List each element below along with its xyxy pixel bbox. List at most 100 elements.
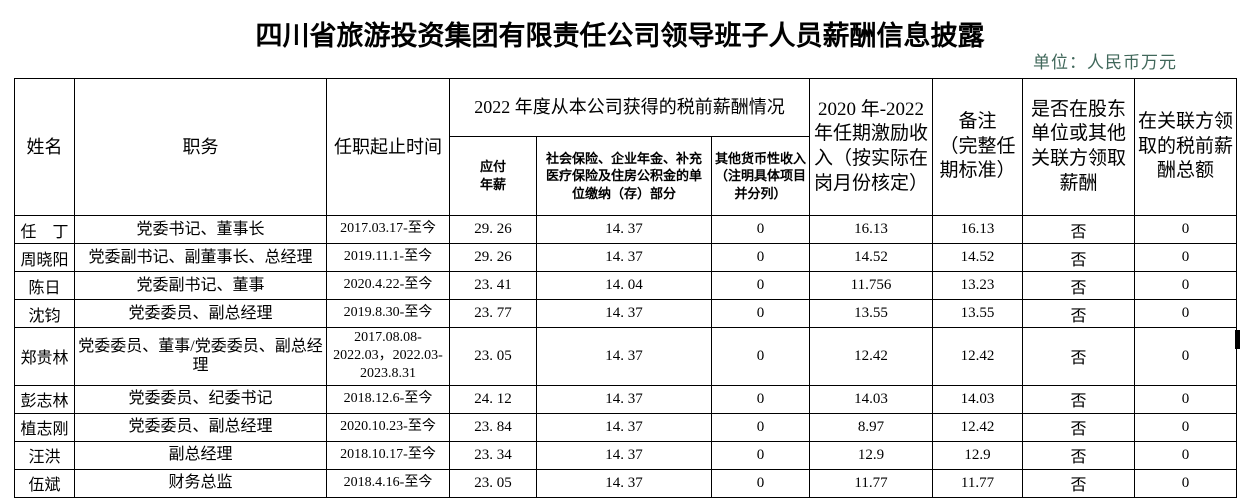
cell-incentive: 14.03 [809,384,934,414]
cell-position: 党委副书记、董事 [74,271,327,300]
cell-related_total: 0 [1134,299,1238,328]
cell-payable: 23. 84 [449,412,537,442]
cell-related_total: 0 [1134,243,1238,272]
table-row: 周晓阳 党委副书记、副董事长、总经理 2019.11.1-至今 29. 26 14. 3… [14,243,1238,272]
table-body: 任 丁党委书记、董事长 2017.03.17-至今 29. 26 14. 37 0 16.… [14,215,1238,498]
cell-position: 党委委员、董事/党委委员、副总经理 [74,327,327,386]
cell-remark: 12.42 [932,412,1024,442]
cell-remark: 13.23 [932,271,1024,300]
table-row: 汪洪 副总经理 2018.10.17-至今 23. 34 14. 37 0 12.9 12.9… [14,440,1238,470]
cell-position: 党委书记、董事长 [74,215,327,244]
table-row: 陈日 党委副书记、董事 2020.4.22-至今 23. 41 14. 04 0 11.75… [14,271,1238,300]
edge-artifact-mark [1235,330,1240,349]
cell-position: 副总经理 [74,440,327,470]
cell-remark: 16.13 [932,215,1024,244]
cell-social: 14. 37 [536,468,712,498]
table-row: 彭志林 党委委员、纪委书记 2018.12.6-至今 24. 12 14. 37 0 14.… [14,384,1238,414]
cell-other: 0 [710,327,811,386]
cell-incentive: 12.9 [809,440,934,470]
cell-name: 沈钧 [14,299,75,328]
cell-payable: 23. 05 [449,327,537,386]
cell-remark: 13.55 [932,299,1024,328]
cell-social: 14. 37 [536,299,712,328]
cell-social: 14. 37 [536,384,712,414]
cell-payable: 23. 41 [449,271,537,300]
cell-name: 周晓阳 [14,243,75,272]
cell-related_total: 0 [1134,440,1238,470]
col-header-remark: 备注 （完整任期标准） [932,78,1024,216]
cell-remark: 11.77 [932,468,1024,498]
col-header-tenure: 任职起止时间 [326,78,450,216]
cell-tenure: 2017.08.08-2022.03，2022.03-2023.8.31 [326,327,450,386]
col-header-other-income: 其他货币性收入（注明具体项目并分列） [710,136,811,216]
cell-related_total: 0 [1134,327,1238,386]
cell-related: 否 [1022,412,1136,442]
cell-incentive: 13.55 [809,299,934,328]
table-row: 沈钧 党委委员、副总经理 2019.8.30-至今 23. 77 14. 37 0 13.5… [14,299,1238,328]
cell-social: 14. 37 [536,440,712,470]
cell-payable: 23. 77 [449,299,537,328]
cell-name: 陈日 [14,271,75,300]
cell-related: 否 [1022,468,1136,498]
cell-related: 否 [1022,440,1136,470]
cell-tenure: 2020.4.22-至今 [326,271,450,300]
cell-related: 否 [1022,243,1136,272]
cell-related: 否 [1022,384,1136,414]
cell-incentive: 16.13 [809,215,934,244]
cell-social: 14. 04 [536,271,712,300]
cell-position: 党委副书记、副董事长、总经理 [74,243,327,272]
cell-other: 0 [710,440,811,470]
cell-social: 14. 37 [536,327,712,386]
table-header: 姓名 职务 任职起止时间 2022 年度从本公司获得的税前薪酬情况 2020 年… [14,78,1238,216]
cell-payable: 29. 26 [449,215,537,244]
cell-tenure: 2019.8.30-至今 [326,299,450,328]
cell-other: 0 [710,468,811,498]
cell-tenure: 2018.10.17-至今 [326,440,450,470]
cell-position: 财务总监 [74,468,327,498]
cell-social: 14. 37 [536,412,712,442]
cell-payable: 24. 12 [449,384,537,414]
cell-tenure: 2020.10.23-至今 [326,412,450,442]
table-row: 郑贵林 党委委员、董事/党委委员、副总经理 2017.08.08-2022.03，2… [14,327,1238,386]
cell-other: 0 [710,412,811,442]
cell-related_total: 0 [1134,384,1238,414]
table-row: 任 丁党委书记、董事长 2017.03.17-至今 29. 26 14. 37 0 16.… [14,215,1238,244]
col-header-related-party-total: 在关联方领取的税前薪酬总额 [1134,78,1238,216]
cell-other: 0 [710,384,811,414]
col-header-position: 职务 [74,78,327,216]
cell-incentive: 11.77 [809,468,934,498]
col-header-social-insurance: 社会保险、企业年金、补充医疗保险及住房公积金的单位缴纳（存）部分 [536,136,712,216]
cell-related_total: 0 [1134,215,1238,244]
cell-incentive: 12.42 [809,327,934,386]
unit-note: 单位：人民币万元 [1033,53,1177,72]
cell-name: 彭志林 [14,384,75,414]
cell-social: 14. 37 [536,215,712,244]
cell-social: 14. 37 [536,243,712,272]
cell-related: 否 [1022,327,1136,386]
header-row-1: 姓名 职务 任职起止时间 2022 年度从本公司获得的税前薪酬情况 2020 年… [14,78,1238,216]
cell-remark: 14.03 [932,384,1024,414]
col-header-related-party-salary: 是否在股东单位或其他关联方领取薪酬 [1022,78,1136,216]
cell-position: 党委委员、纪委书记 [74,384,327,414]
cell-remark: 14.52 [932,243,1024,272]
cell-other: 0 [710,215,811,244]
cell-other: 0 [710,243,811,272]
cell-position: 党委委员、副总经理 [74,412,327,442]
cell-remark: 12.42 [932,327,1024,386]
cell-incentive: 14.52 [809,243,934,272]
cell-name: 伍斌 [14,468,75,498]
cell-related_total: 0 [1134,468,1238,498]
cell-remark: 12.9 [932,440,1024,470]
cell-related: 否 [1022,299,1136,328]
cell-other: 0 [710,299,811,328]
cell-name: 任 丁 [14,215,75,244]
cell-related_total: 0 [1134,412,1238,442]
cell-name: 植志刚 [14,412,75,442]
cell-tenure: 2018.12.6-至今 [326,384,450,414]
cell-tenure: 2017.03.17-至今 [326,215,450,244]
col-header-2022-salary-group: 2022 年度从本公司获得的税前薪酬情况 [448,78,811,137]
cell-name: 郑贵林 [14,327,75,386]
cell-related: 否 [1022,215,1136,244]
table-row: 伍斌 财务总监 2018.4.16-至今 23. 05 14. 37 0 11.77 11.7… [14,468,1238,498]
cell-related: 否 [1022,271,1136,300]
